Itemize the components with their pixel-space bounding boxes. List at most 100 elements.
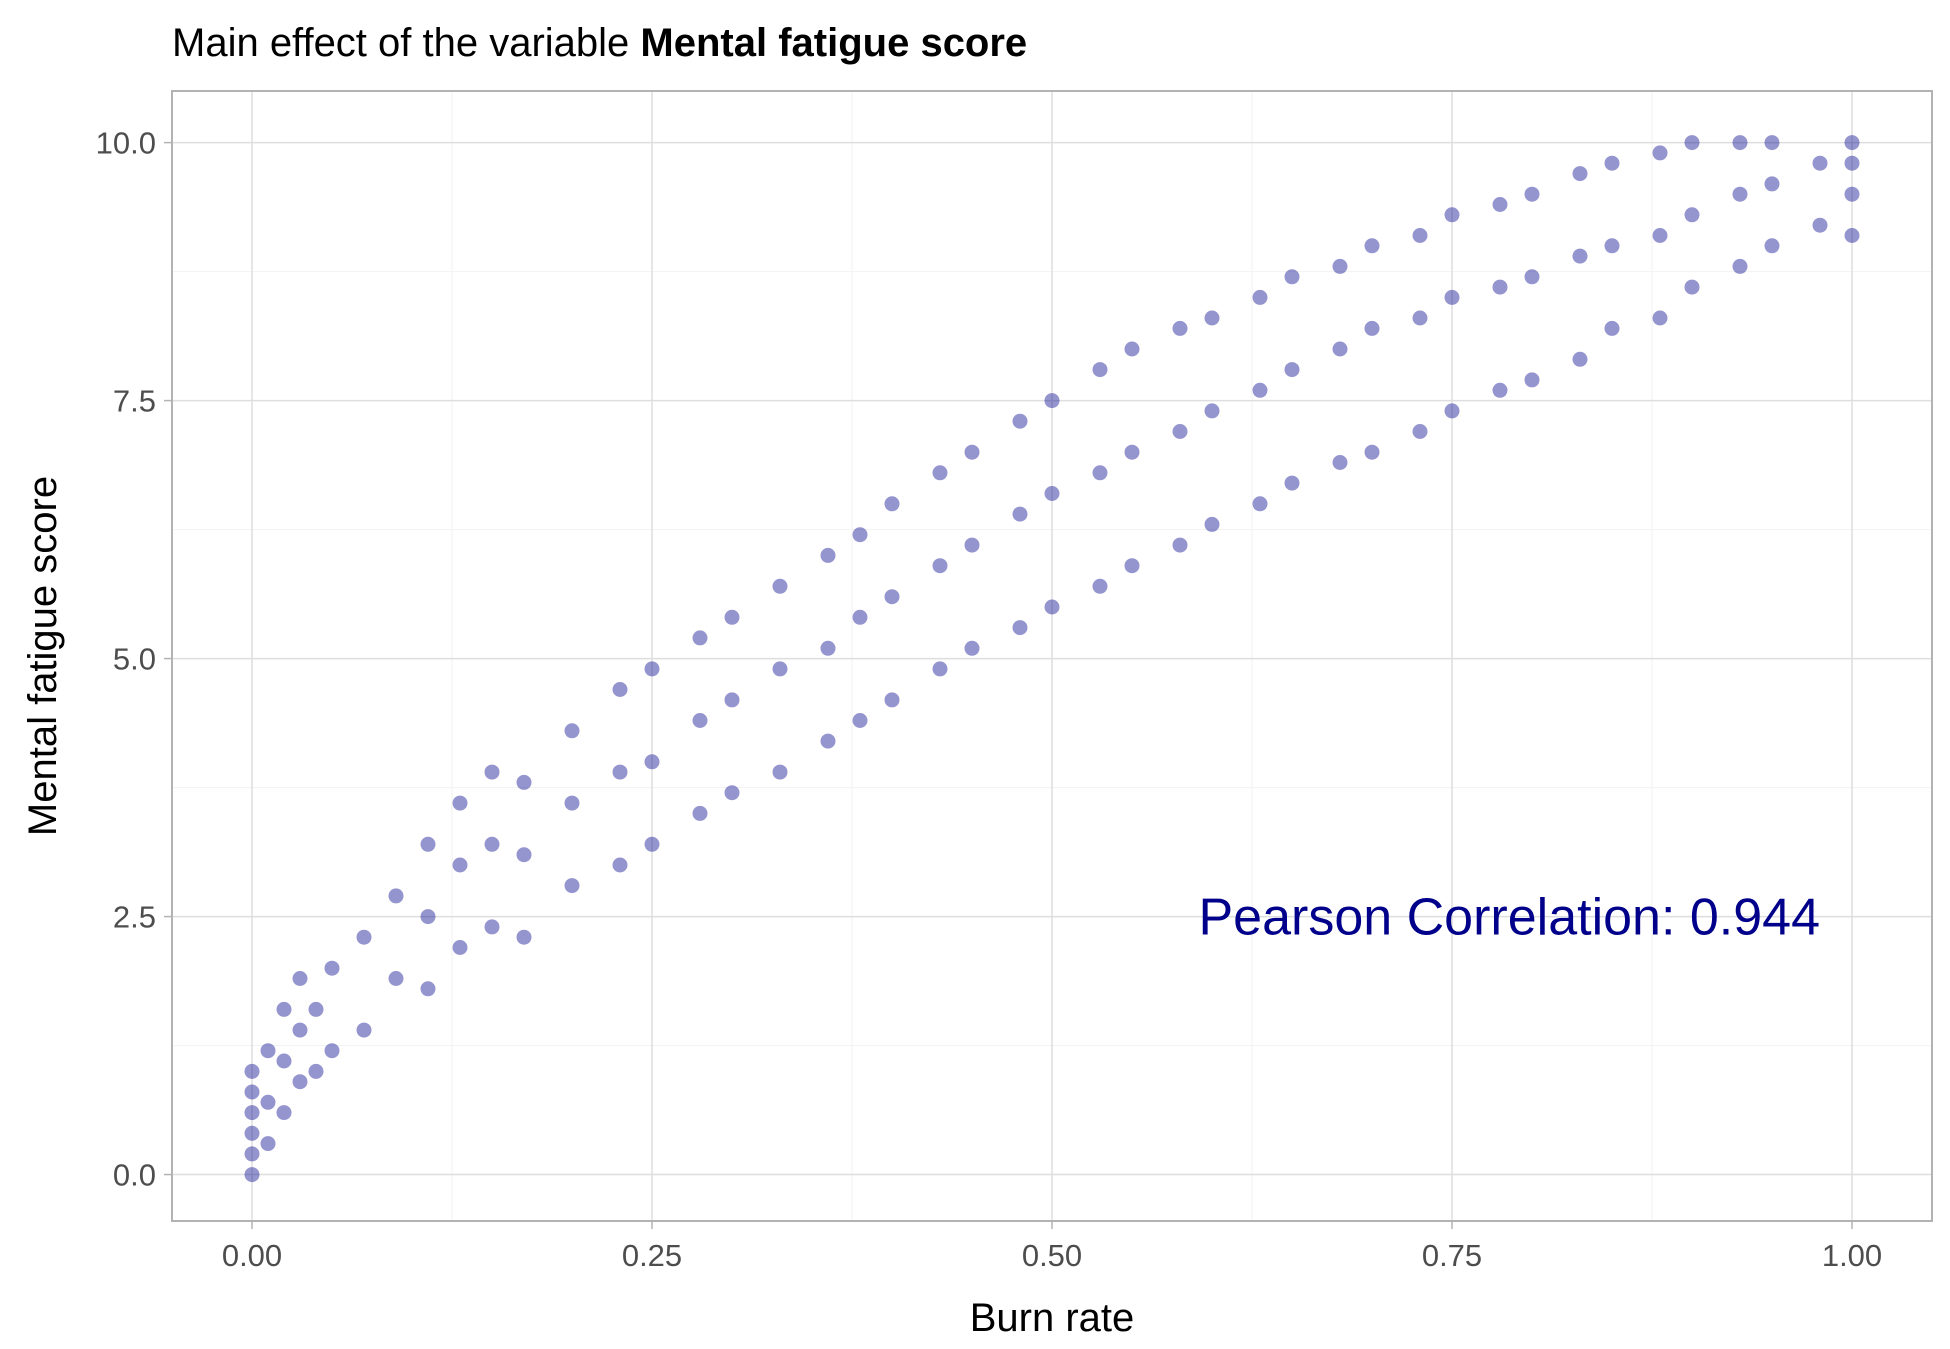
data-point xyxy=(260,1043,276,1059)
data-point xyxy=(1124,444,1140,460)
data-point xyxy=(1652,228,1668,243)
data-point xyxy=(244,1063,260,1079)
tick-marks xyxy=(164,141,1853,1229)
tick-labels: 0.00 0.25 0.50 0.75 1.00 0.0 2.5 5.0 7.5 10.0 xyxy=(96,126,1883,1273)
data-point xyxy=(1092,362,1108,378)
data-point xyxy=(1252,382,1268,398)
data-point xyxy=(1444,289,1460,305)
data-point xyxy=(932,465,948,481)
data-point xyxy=(1092,465,1108,481)
data-point xyxy=(1092,578,1108,594)
data-point xyxy=(724,692,740,708)
data-point xyxy=(1764,238,1780,254)
grid-lines xyxy=(172,91,1932,1221)
data-point xyxy=(1332,341,1348,357)
data-point xyxy=(1604,238,1620,254)
data-point xyxy=(1732,258,1748,274)
data-points xyxy=(244,135,1860,1183)
data-point xyxy=(1524,269,1540,285)
data-point xyxy=(852,713,868,728)
data-point xyxy=(260,1136,276,1152)
data-point xyxy=(564,723,580,739)
data-point xyxy=(308,1063,324,1079)
data-point xyxy=(1412,228,1428,243)
chart-title-prefix: Main effect of the variable xyxy=(172,21,640,65)
data-point xyxy=(772,764,788,780)
data-point xyxy=(1364,320,1380,336)
x-tick-label: 0.75 xyxy=(1422,1238,1482,1273)
data-point xyxy=(260,1094,276,1110)
chart-title-variable: Mental fatigue score xyxy=(640,21,1027,65)
data-point xyxy=(884,589,900,605)
data-point xyxy=(612,764,628,780)
data-point xyxy=(1684,207,1700,223)
data-point xyxy=(244,1167,260,1183)
data-point xyxy=(1284,362,1300,378)
data-point xyxy=(1012,506,1028,522)
data-point xyxy=(324,1043,340,1059)
data-point xyxy=(1524,372,1540,388)
data-point xyxy=(1812,217,1828,233)
y-axis-title: Mental fatigue score xyxy=(21,476,65,836)
data-point xyxy=(644,836,660,852)
data-point xyxy=(1492,197,1508,212)
data-point xyxy=(420,836,436,852)
data-point xyxy=(1572,248,1588,264)
data-point xyxy=(724,609,740,625)
data-point xyxy=(1604,155,1620,171)
y-tick-label: 10.0 xyxy=(96,126,156,161)
data-point xyxy=(1524,186,1540,202)
data-point xyxy=(1492,279,1508,295)
x-axis-title: Burn rate xyxy=(970,1296,1135,1340)
data-point xyxy=(308,1001,324,1017)
data-point xyxy=(1284,269,1300,285)
data-point xyxy=(1204,516,1220,532)
data-point xyxy=(1444,207,1460,223)
data-point xyxy=(1204,403,1220,419)
data-point xyxy=(564,878,580,894)
data-point xyxy=(276,1105,292,1121)
data-point xyxy=(1332,455,1348,470)
data-point xyxy=(1124,341,1140,357)
data-point xyxy=(1412,424,1428,439)
x-tick-label: 1.00 xyxy=(1822,1238,1882,1273)
data-point xyxy=(1732,186,1748,202)
data-point xyxy=(292,971,308,986)
data-point xyxy=(1844,155,1860,171)
y-tick-label: 5.0 xyxy=(113,642,156,677)
data-point xyxy=(964,640,980,656)
data-point xyxy=(516,774,532,790)
data-point xyxy=(1732,135,1748,151)
data-point xyxy=(516,847,532,863)
data-point xyxy=(1844,228,1860,243)
data-point xyxy=(1012,620,1028,636)
data-point xyxy=(644,754,660,770)
y-tick-label: 2.5 xyxy=(113,900,156,935)
data-point xyxy=(692,630,708,646)
data-point xyxy=(1044,486,1060,501)
data-point xyxy=(772,578,788,594)
data-point xyxy=(484,764,500,780)
data-point xyxy=(1812,155,1828,171)
data-point xyxy=(452,795,468,811)
data-point xyxy=(1572,351,1588,367)
data-point xyxy=(1124,558,1140,574)
data-point xyxy=(1444,403,1460,419)
data-point xyxy=(1204,310,1220,326)
data-point xyxy=(1412,310,1428,326)
data-point xyxy=(1012,413,1028,429)
data-point xyxy=(612,682,628,697)
data-point xyxy=(852,527,868,543)
data-point xyxy=(452,940,468,955)
data-point xyxy=(324,960,340,976)
data-point xyxy=(244,1125,260,1141)
data-point xyxy=(1844,135,1860,151)
data-point xyxy=(484,836,500,852)
y-tick-label: 7.5 xyxy=(113,384,156,419)
data-point xyxy=(932,558,948,574)
data-point xyxy=(644,661,660,677)
data-point xyxy=(1172,537,1188,553)
data-point xyxy=(1044,393,1060,409)
data-point xyxy=(1364,238,1380,254)
